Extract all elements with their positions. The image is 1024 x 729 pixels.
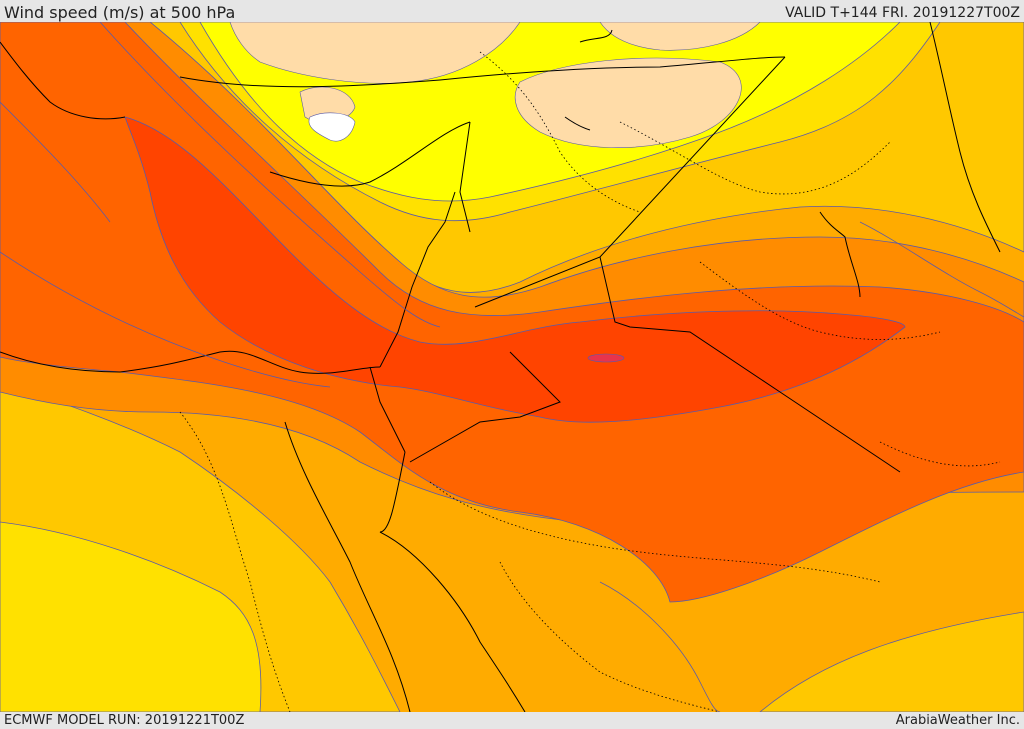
contour-1 <box>99 22 441 328</box>
header-bar: Wind speed (m/s) at 500 hPa VALID T+144 … <box>0 0 1024 22</box>
coast-red-sea-west <box>284 421 411 712</box>
field-white-patch <box>308 112 356 142</box>
dotted-7 <box>699 261 941 340</box>
field-yellow-sw <box>0 521 262 712</box>
coast-red-sea-east <box>379 451 526 712</box>
map-panel <box>0 22 1024 712</box>
border-syria-turkey <box>459 121 471 233</box>
contour-4 <box>599 581 721 712</box>
coast-anatolia-south <box>269 121 471 187</box>
field-core-max <box>587 353 625 363</box>
coast-levant <box>379 191 456 368</box>
footer-bar: ECMWF MODEL RUN: 20191221T00Z ArabiaWeat… <box>0 712 1024 729</box>
coast-small-1 <box>579 29 613 43</box>
chart-title: Wind speed (m/s) at 500 hPa <box>4 3 236 22</box>
coastlines <box>0 22 1001 712</box>
coast-gulf <box>819 211 861 298</box>
dotted-1 <box>479 51 641 213</box>
coast-aegean <box>0 41 126 120</box>
dotted-5 <box>499 561 721 712</box>
border-egypt-israel <box>369 366 406 453</box>
internal-boundaries <box>179 51 1001 712</box>
contour-lines <box>0 22 1024 712</box>
field-lightest-1 <box>229 22 521 84</box>
border-saudi-jordan <box>409 351 561 463</box>
field-dark-orange <box>0 22 1024 603</box>
border-north-line <box>179 56 786 88</box>
contour-5 <box>859 221 1024 318</box>
model-run-label: ECMWF MODEL RUN: 20191221T00Z <box>4 713 245 728</box>
contour-3 <box>0 101 111 223</box>
border-saudi-iraq <box>599 256 901 473</box>
dotted-2 <box>619 121 891 195</box>
valid-time: VALID T+144 FRI. 20191227T00Z <box>785 5 1020 21</box>
credit-label: ArabiaWeather Inc. <box>895 713 1020 728</box>
borders <box>179 56 901 473</box>
wind-speed-map <box>0 22 1024 712</box>
coast-lake <box>564 116 591 131</box>
coast-north-africa <box>0 350 381 374</box>
dotted-3 <box>179 411 291 712</box>
field-lightest-3 <box>599 22 761 51</box>
field-lightest-2 <box>514 57 742 148</box>
coast-caspian <box>929 22 1001 253</box>
field-gold-se <box>759 611 1024 712</box>
contour-2 <box>0 251 331 388</box>
